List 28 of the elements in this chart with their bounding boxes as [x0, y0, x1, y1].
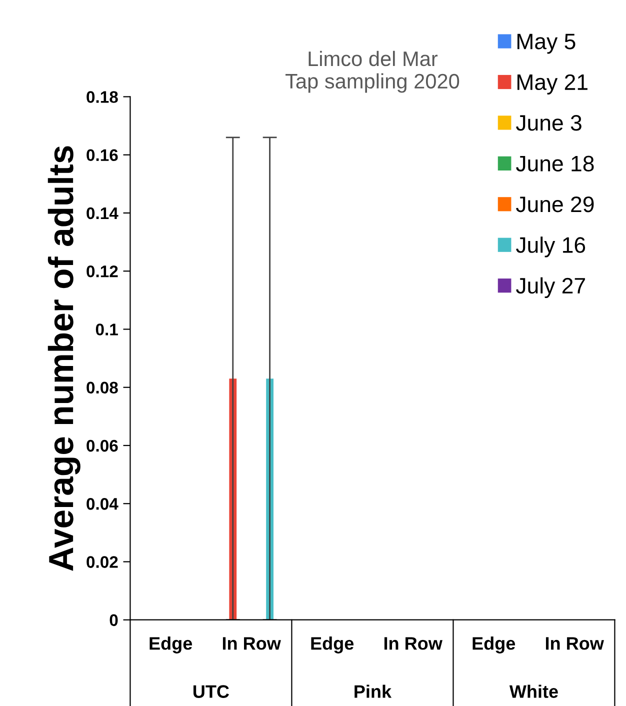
- legend-label: July 27: [516, 277, 585, 298]
- y-axis-title: Average number of adults: [48, 146, 80, 571]
- y-tick-label: 0.12: [86, 266, 118, 278]
- legend-label: July 16: [516, 236, 586, 258]
- y-tick-label: 0.1: [96, 324, 118, 336]
- y-tick-label: 0.08: [86, 382, 118, 394]
- legend-label: May 21: [517, 74, 588, 94]
- legend-label: June 18: [516, 156, 594, 172]
- x-tick-label: Edge: [472, 636, 516, 654]
- y-tick-label: 0.04: [86, 498, 118, 510]
- y-tick-label: 0.18: [86, 91, 118, 103]
- y-tick-label: 0.14: [86, 207, 118, 220]
- text: Pink: [354, 684, 392, 698]
- x-tick-label: Edge: [311, 636, 354, 654]
- y-tick-label: 0.06: [86, 440, 118, 452]
- text: UTC: [193, 685, 230, 698]
- chart-title: Limco del Mar Tap sampling 2020: [286, 50, 460, 93]
- y-tick-label: 0.16: [86, 149, 118, 162]
- x-tick-label: Edge: [150, 636, 192, 654]
- x-tick-label: In Row: [546, 637, 604, 650]
- text: White: [509, 684, 558, 698]
- y-tick-label: 0.02: [86, 556, 118, 568]
- legend-label: June 29: [516, 196, 594, 212]
- legend-label: May 5: [517, 34, 576, 54]
- x-tick-label: In Row: [222, 637, 281, 650]
- x-tick-label: In Row: [384, 637, 442, 650]
- legend-label: June 3: [516, 115, 582, 131]
- y-tick-label: 0: [110, 614, 118, 626]
